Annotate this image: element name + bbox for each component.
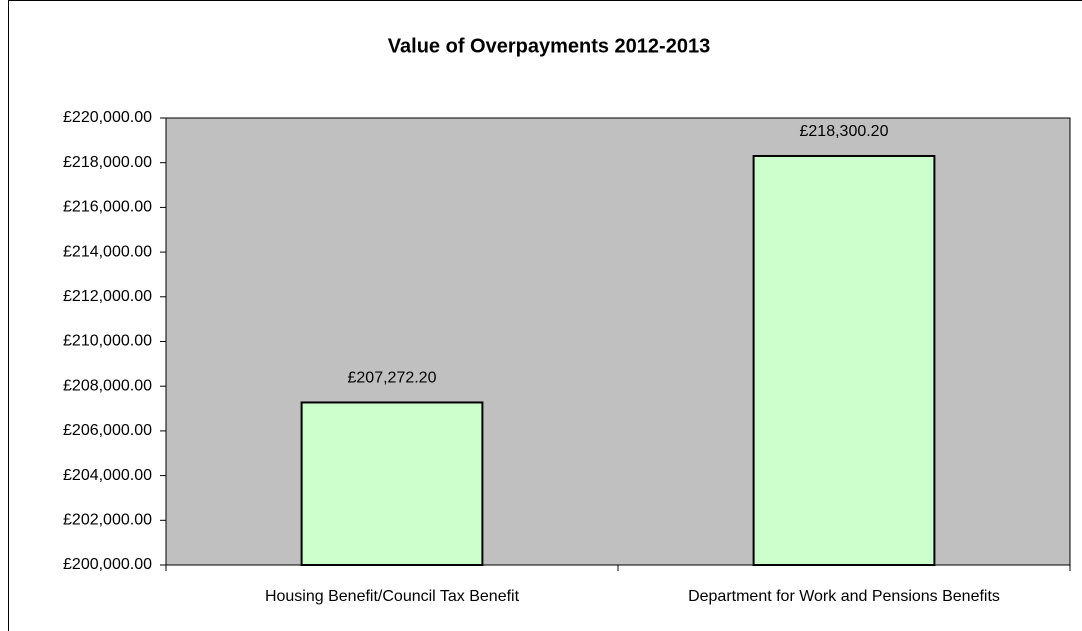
y-tick-label: £218,000.00 — [63, 154, 152, 171]
data-label: £218,300.20 — [800, 123, 889, 140]
y-tick-label: £200,000.00 — [63, 556, 152, 573]
y-tick-label: £210,000.00 — [63, 333, 152, 350]
y-tick-label: £208,000.00 — [63, 377, 152, 394]
y-tick-label: £220,000.00 — [63, 109, 152, 126]
bar — [752, 154, 936, 566]
y-tick-label: £214,000.00 — [63, 243, 152, 260]
y-tick-label: £202,000.00 — [63, 512, 152, 529]
data-label: £207,272.20 — [348, 370, 437, 387]
chart-title: Value of Overpayments 2012-2013 — [388, 35, 710, 57]
x-tick-label: Housing Benefit/Council Tax Benefit — [265, 588, 520, 605]
y-tick-label: £204,000.00 — [63, 467, 152, 484]
y-tick-label: £216,000.00 — [63, 199, 152, 216]
x-tick-label: Department for Work and Pensions Benefit… — [688, 588, 1000, 605]
bar — [300, 401, 484, 567]
y-tick-label: £206,000.00 — [63, 422, 152, 439]
y-tick-label: £212,000.00 — [63, 288, 152, 305]
